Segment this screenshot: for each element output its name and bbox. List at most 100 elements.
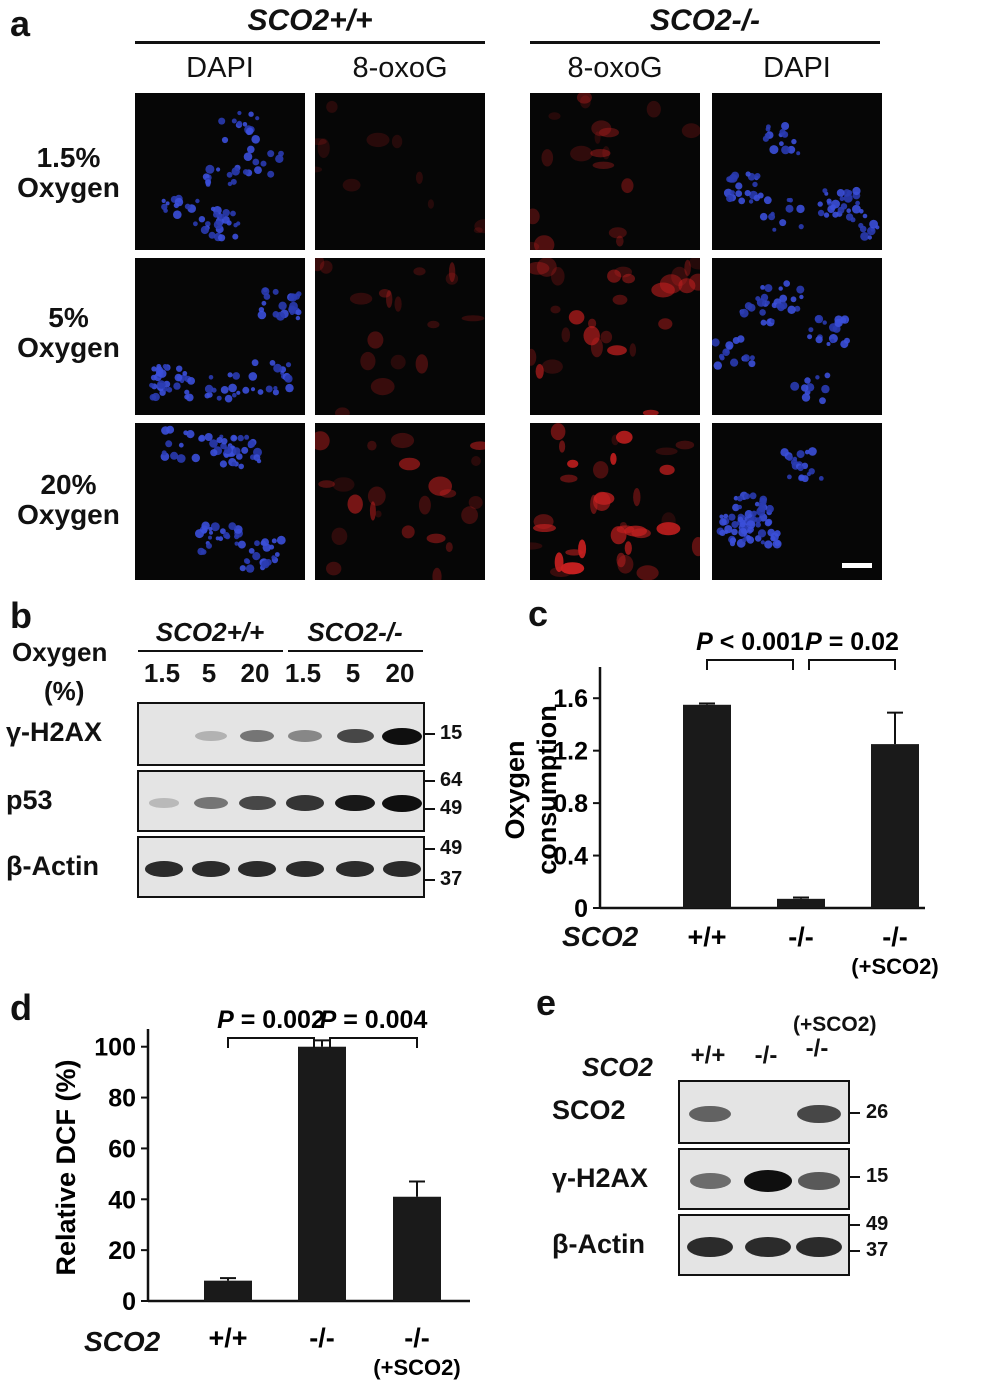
- x-tick-label: +/+: [208, 1323, 247, 1353]
- row-label-line1: 20%: [40, 469, 97, 500]
- panel-b-oxygen-label: Oxygen: [12, 637, 108, 667]
- micrograph-tile: [530, 258, 700, 415]
- p-value-label: P = 0.002: [217, 1006, 325, 1034]
- panel-d-label: d: [10, 987, 32, 1028]
- blot-band: [335, 861, 375, 877]
- significance-bracket: [227, 1037, 315, 1048]
- panel-b-group-ko-line: [288, 650, 423, 652]
- blot-band: [191, 861, 231, 877]
- x-tick-label: -/-: [309, 1323, 334, 1353]
- marker-label: 49: [440, 837, 463, 859]
- micrograph-tile: [135, 93, 305, 250]
- blot-band: [797, 1104, 841, 1124]
- marker-tick: [425, 879, 435, 881]
- blot-band: [288, 730, 322, 742]
- blot-band: [335, 794, 375, 812]
- marker-tick: [850, 1224, 860, 1226]
- blot-row-label: β-Actin: [6, 851, 99, 881]
- y-tick-label: 20: [108, 1237, 136, 1265]
- blot-strip: [678, 1080, 850, 1144]
- panel-a-group-ko-line: [530, 41, 880, 44]
- panel-b-label: b: [10, 595, 32, 636]
- panel-c-label: c: [528, 593, 549, 634]
- row-label-line2: Oxygen: [17, 332, 120, 363]
- x-tick-label: -/-: [404, 1323, 429, 1353]
- marker-label: 15: [866, 1165, 889, 1187]
- blot-band: [237, 861, 277, 877]
- blot-band: [796, 1236, 842, 1258]
- bar: [393, 1196, 441, 1301]
- significance-bracket: [706, 659, 794, 670]
- y-tick-label: 40: [108, 1186, 136, 1214]
- marker-label: 49: [440, 797, 463, 819]
- marker-tick: [850, 1250, 860, 1252]
- micrograph-tile: [712, 423, 882, 580]
- marker-label: 64: [440, 769, 463, 791]
- blot-band: [689, 1105, 731, 1123]
- x-tick-label: -/-: [882, 922, 907, 952]
- marker-tick: [850, 1112, 860, 1114]
- blot-strip: [137, 702, 425, 766]
- p-value-label: P < 0.001: [696, 628, 804, 656]
- panel-a-row-label-1: 1.5% Oxygen: [6, 143, 131, 203]
- marker-label: 49: [866, 1213, 889, 1235]
- marker-label: 37: [440, 868, 463, 890]
- y-tick-label: 0.4: [553, 843, 588, 871]
- blot-row-label: γ-H2AX: [6, 717, 103, 747]
- y-tick-label: 60: [108, 1135, 136, 1163]
- scale-bar: [842, 563, 872, 568]
- panel-b-group-wt-line: [138, 650, 283, 652]
- micrograph-tile: [530, 93, 700, 250]
- panel-a-col-header-dapi-ko: DAPI: [763, 52, 831, 84]
- marker-tick: [425, 780, 435, 782]
- blot-row-label: β-Actin: [552, 1229, 645, 1259]
- micrograph-tile: [135, 258, 305, 415]
- lane-label: 20: [240, 658, 270, 688]
- blot-row-label: γ-H2AX: [552, 1163, 649, 1193]
- panel-a-col-header-dapi-wt: DAPI: [186, 52, 254, 84]
- lane-label: 5: [345, 658, 361, 688]
- blot-band: [193, 796, 229, 810]
- y-axis-label: Relative DCF (%): [51, 1059, 81, 1275]
- blot-row-label: p53: [6, 785, 53, 815]
- blot-band: [382, 794, 422, 812]
- blot-band: [689, 1173, 731, 1189]
- panel-a-label: a: [10, 3, 31, 44]
- blot-band: [336, 728, 374, 744]
- x-tick-sublabel: (+SCO2): [851, 954, 938, 979]
- marker-label: 15: [440, 722, 463, 744]
- marker-tick: [425, 733, 435, 735]
- panel-a-col-header-oxog-ko: 8-oxoG: [567, 52, 663, 84]
- y-axis-label: Oxygenconsumption: [500, 705, 562, 875]
- micrograph-tile: [315, 423, 485, 580]
- panel-b-oxygen-unit: (%): [44, 676, 85, 706]
- blot-band: [148, 798, 180, 808]
- row-label-line1: 5%: [48, 302, 89, 333]
- y-tick-label: 0.8: [553, 790, 588, 818]
- significance-bracket: [329, 1037, 418, 1048]
- panel-a-row-label-2: 5% Oxygen: [6, 303, 131, 363]
- blot-band: [745, 1236, 791, 1258]
- blot-band: [286, 795, 324, 811]
- row-label-line2: Oxygen: [17, 499, 120, 530]
- blot-strip: [137, 770, 425, 832]
- marker-tick: [425, 848, 435, 850]
- bar: [204, 1280, 252, 1301]
- micrograph-tile: [135, 423, 305, 580]
- lane-label: 20: [385, 658, 415, 688]
- micrograph-tile: [530, 423, 700, 580]
- y-tick-label: 0: [574, 895, 588, 923]
- y-tick-label: 1.2: [553, 738, 588, 766]
- marker-label: 37: [866, 1239, 889, 1261]
- panel-b-group-wt: SCO2+/+: [155, 617, 265, 647]
- lane-label: -/-: [805, 1035, 829, 1062]
- blot-band: [285, 861, 325, 877]
- blot-band: [382, 861, 422, 877]
- blot-band: [382, 727, 422, 745]
- lane-label: 5: [201, 658, 217, 688]
- bar: [298, 1046, 346, 1301]
- p-value-label: P = 0.004: [320, 1006, 428, 1034]
- marker-tick: [850, 1176, 860, 1178]
